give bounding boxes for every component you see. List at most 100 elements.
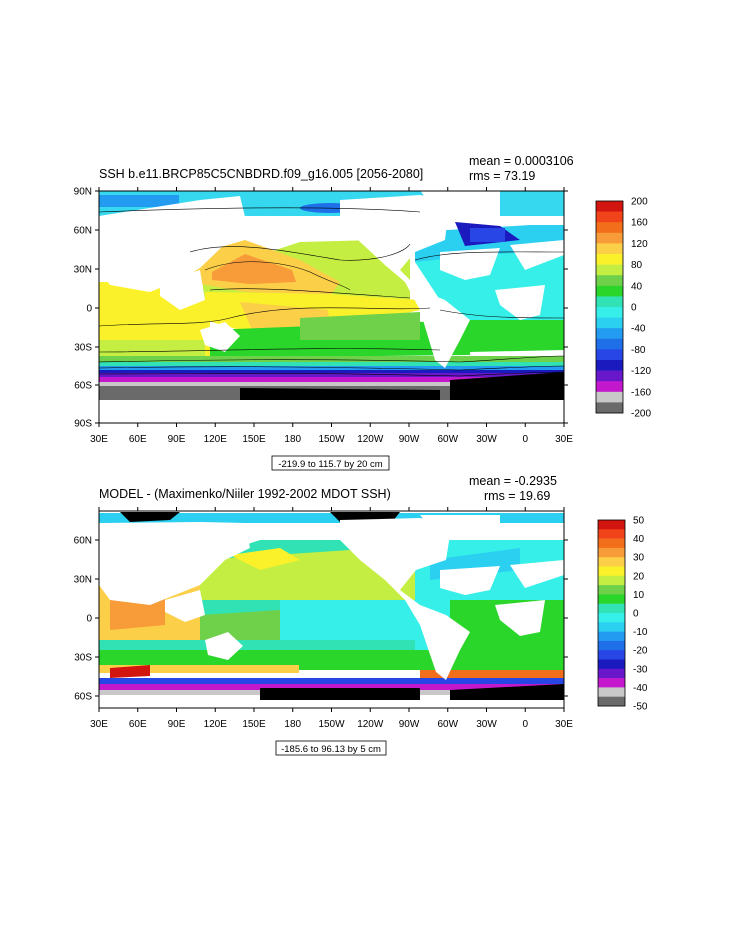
colorbar-label: -30 xyxy=(633,664,648,675)
lon-label: 30E xyxy=(555,434,573,445)
bottom-title: MODEL - (Maximenko/Niiler 1992-2002 MDOT… xyxy=(99,487,391,501)
colorbar-swatch xyxy=(596,232,623,244)
lon-label: 120E xyxy=(204,719,228,730)
colorbar-swatch xyxy=(596,243,623,255)
lon-label: 120W xyxy=(357,434,384,445)
colorbar-swatch xyxy=(598,538,625,549)
colorbar-swatch xyxy=(596,317,623,329)
colorbar-swatch xyxy=(596,338,623,350)
lon-label: 0 xyxy=(522,719,528,730)
colorbar-swatch xyxy=(598,566,625,577)
colorbar-swatch xyxy=(598,650,625,660)
colorbar-swatch xyxy=(596,211,623,223)
colorbar-label: 40 xyxy=(631,281,643,292)
colorbar-swatch xyxy=(598,575,625,586)
top-info-box xyxy=(271,455,390,471)
bottom-map-field xyxy=(99,511,564,708)
colorbar-label: -40 xyxy=(631,324,646,335)
colorbar-swatch xyxy=(598,640,625,651)
bottom-info-label: -185.6 to 96.13 by 5 cm xyxy=(281,744,381,755)
colorbar-swatch xyxy=(596,254,623,265)
lon-label: 30E xyxy=(555,719,573,730)
colorbar-label: 20 xyxy=(633,571,645,582)
colorbar-swatch xyxy=(598,659,625,670)
colorbar-swatch xyxy=(596,328,623,340)
lon-label: 60W xyxy=(437,434,458,445)
top-title: SSH b.e11.BRCP85C5CNBDRD.f09_g16.005 [20… xyxy=(99,167,423,181)
colorbar-swatch xyxy=(598,622,625,632)
lat-label: 90S xyxy=(74,419,92,430)
lat-label: 60S xyxy=(74,692,92,703)
colorbar-swatch xyxy=(596,201,623,212)
lon-label: 120W xyxy=(357,719,384,730)
lon-label: 150E xyxy=(242,719,266,730)
colorbar-swatch xyxy=(596,349,623,361)
lon-label: 30E xyxy=(90,434,108,445)
colorbar-label: 30 xyxy=(633,553,645,564)
top-colorbar: 200 160 120 80 40 0 -40 -80 -120 -160 -200 xyxy=(595,197,651,420)
lon-label: 150W xyxy=(318,719,345,730)
lon-label: 90E xyxy=(168,719,186,730)
colorbar-swatch xyxy=(596,360,623,371)
colorbar-swatch xyxy=(596,402,623,414)
lon-label: 150E xyxy=(242,434,266,445)
top-rms: rms = 73.19 xyxy=(469,169,535,183)
colorbar-label: 10 xyxy=(633,590,645,601)
colorbar-swatch xyxy=(596,285,623,297)
colorbar-swatch xyxy=(596,264,623,276)
lat-label: 30N xyxy=(74,265,92,276)
colorbar-label: 40 xyxy=(633,534,645,545)
lon-label: 90W xyxy=(399,434,420,445)
lon-label: 180 xyxy=(284,719,301,730)
colorbar-label: -40 xyxy=(633,683,648,694)
lon-label: 60W xyxy=(437,719,458,730)
lat-label: 60N xyxy=(74,226,92,237)
colorbar-label: 120 xyxy=(631,239,648,250)
colorbar-swatch xyxy=(598,631,625,642)
colorbar-label: -160 xyxy=(631,387,651,398)
colorbar-swatch xyxy=(598,696,625,707)
colorbar-swatch xyxy=(596,370,623,382)
lat-label: 0 xyxy=(86,614,92,625)
top-map-field xyxy=(99,191,564,423)
top-panel: SSH b.e11.BRCP85C5CNBDRD.f09_g16.005 [20… xyxy=(74,154,651,471)
lat-label: 60S xyxy=(74,381,92,392)
top-info-label: -219.9 to 115.7 by 20 cm xyxy=(278,459,382,470)
colorbar-label: 50 xyxy=(633,516,645,527)
colorbar-swatch xyxy=(598,613,625,623)
colorbar-swatch xyxy=(598,547,625,558)
lon-label: 30E xyxy=(90,719,108,730)
colorbar-swatch xyxy=(596,296,623,308)
colorbar-swatch xyxy=(598,557,625,567)
colorbar-swatch xyxy=(596,275,623,287)
lat-label: 90N xyxy=(74,187,92,198)
bottom-colorbar: 50 40 30 20 10 0 -10 -20 -30 -40 -50 xyxy=(597,516,648,713)
lon-label: 30W xyxy=(476,719,497,730)
lon-label: 0 xyxy=(522,434,528,445)
lat-label: 0 xyxy=(86,304,92,315)
colorbar-swatch xyxy=(598,594,625,604)
colorbar-label: 0 xyxy=(633,609,639,620)
colorbar-swatch xyxy=(596,222,623,234)
colorbar-label: -50 xyxy=(633,702,648,713)
lon-label: 60E xyxy=(129,719,147,730)
lon-label: 180 xyxy=(284,434,301,445)
colorbar-label: 80 xyxy=(631,260,643,271)
colorbar-swatch xyxy=(598,603,625,614)
top-axis: 90N 60N 30N 0 30S 60S 90S 30E 60E 90E 120E 150E 180 1… xyxy=(74,187,574,446)
colorbar-swatch xyxy=(596,391,623,403)
lon-label: 120E xyxy=(204,434,228,445)
bottom-info-box xyxy=(275,740,387,756)
lat-label: 60N xyxy=(74,536,92,547)
colorbar-swatch xyxy=(598,520,625,530)
bottom-panel: MODEL - (Maximenko/Niiler 1992-2002 MDOT… xyxy=(74,474,648,756)
lat-label: 30S xyxy=(74,343,92,354)
bottom-mean: mean = -0.2935 xyxy=(469,474,557,488)
lon-label: 30W xyxy=(476,434,497,445)
lon-label: 60E xyxy=(129,434,147,445)
colorbar-swatch xyxy=(596,307,623,318)
colorbar-label: -200 xyxy=(631,409,651,420)
lat-label: 30N xyxy=(74,575,92,586)
bottom-rms: rms = 19.69 xyxy=(484,489,550,503)
